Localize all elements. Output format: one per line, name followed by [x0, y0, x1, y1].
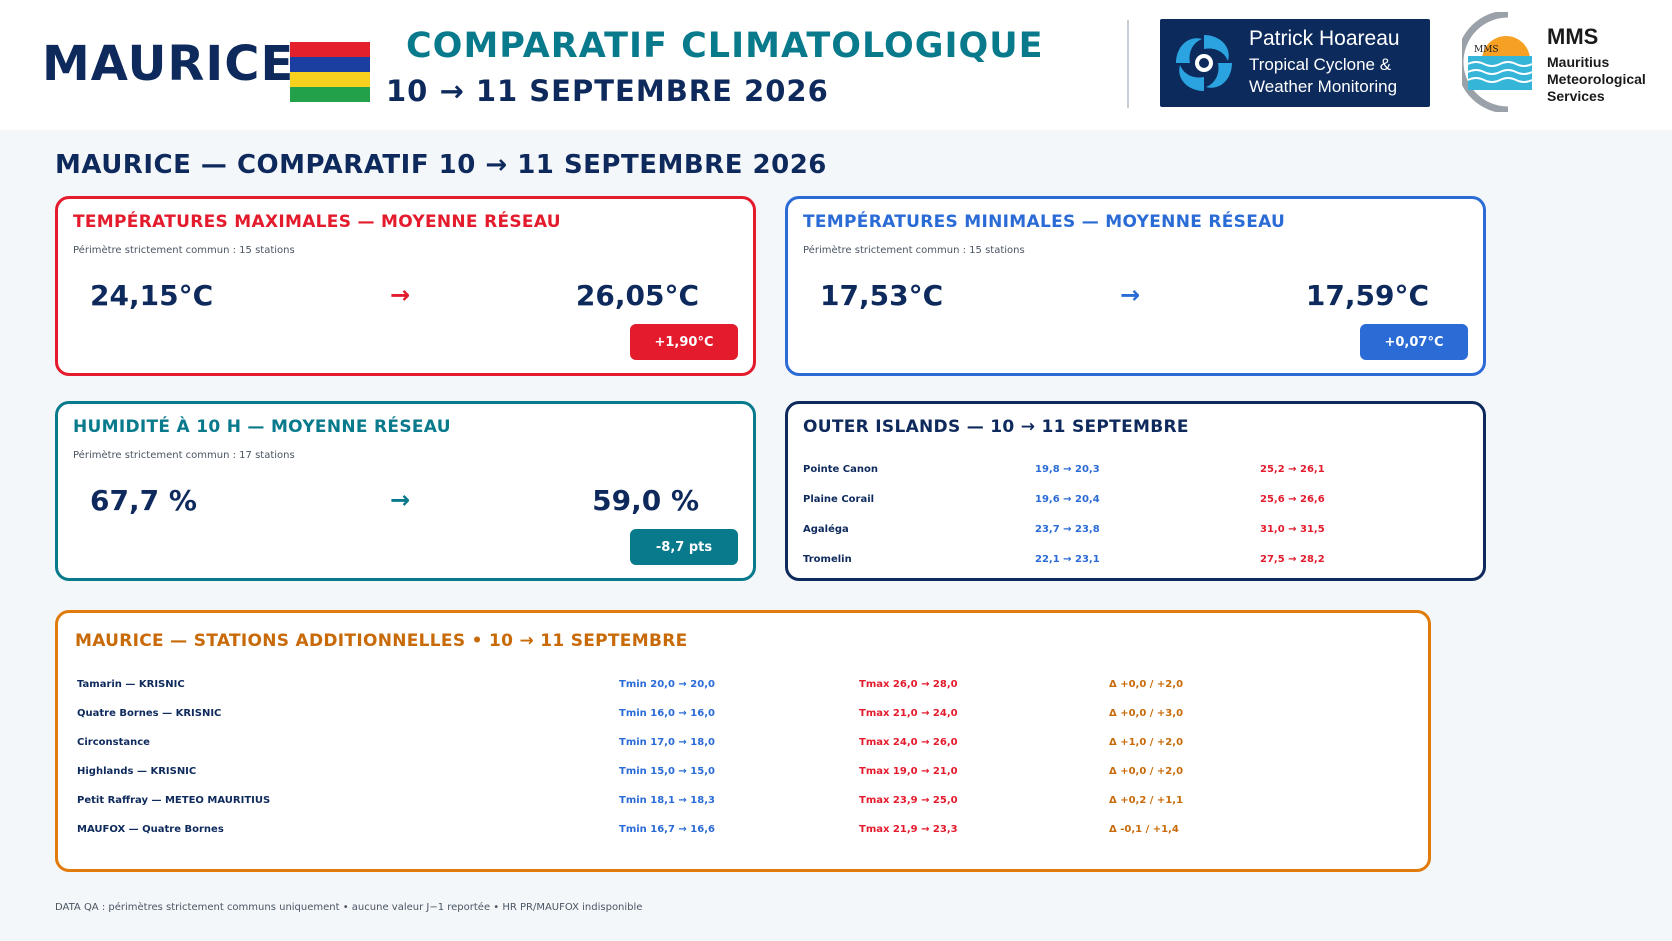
station-tmin: Tmin 16,7 → 16,6: [619, 824, 715, 835]
flag-stripe-yellow: [290, 72, 370, 87]
station-name: Circonstance: [77, 737, 150, 748]
tmin-card-title: TEMPÉRATURES MINIMALES — MOYENNE RÉSEAU: [803, 212, 1286, 232]
station-tmax: Tmax 21,0 → 24,0: [859, 708, 958, 719]
island-tmin: 22,1 → 23,1: [1035, 554, 1100, 565]
station-delta: Δ +0,0 / +2,0: [1109, 766, 1184, 777]
station-delta: Δ +0,0 / +2,0: [1109, 679, 1184, 690]
tmax-to-value: 26,05°C: [575, 279, 699, 312]
table-row: MAUFOX — Quatre Bornes Tmin 16,7 → 16,6 …: [77, 824, 1377, 844]
station-tmax: Tmax 24,0 → 26,0: [859, 737, 958, 748]
island-tmax: 27,5 → 28,2: [1260, 554, 1325, 565]
additional-stations-title: MAURICE — STATIONS ADDITIONNELLES • 10 →…: [75, 631, 688, 651]
flag-stripe-red: [290, 42, 370, 57]
tmin-card-subtitle: Périmètre strictement commun : 15 statio…: [803, 245, 1025, 256]
mms-badge-text: MMS: [1474, 45, 1499, 55]
station-delta: Δ +0,0 / +3,0: [1109, 708, 1184, 719]
station-name: Highlands — KRISNIC: [77, 766, 197, 777]
additional-stations-card: MAURICE — STATIONS ADDITIONNELLES • 10 →…: [55, 610, 1431, 872]
station-delta: Δ +0,2 / +1,1: [1109, 795, 1184, 806]
island-tmax: 25,6 → 26,6: [1260, 494, 1325, 505]
island-tmin: 19,6 → 20,4: [1035, 494, 1100, 505]
island-name: Tromelin: [803, 554, 852, 565]
table-row: Pointe Canon 19,8 → 20,3 25,2 → 26,1: [803, 464, 1483, 484]
table-row: Circonstance Tmin 17,0 → 18,0 Tmax 24,0 …: [77, 737, 1377, 757]
tmax-delta-badge: +1,90°C: [630, 324, 738, 360]
table-row: Petit Raffray — METEO MAURITIUS Tmin 18,…: [77, 795, 1377, 815]
page-header: MAURICE COMPARATIF CLIMATOLOGIQUE 10 → 1…: [0, 0, 1672, 130]
table-row: Agaléga 23,7 → 23,8 31,0 → 31,5: [803, 524, 1483, 544]
island-tmax: 31,0 → 31,5: [1260, 524, 1325, 535]
mms-line-2: Meteorological: [1547, 71, 1646, 87]
tmax-card-title: TEMPÉRATURES MAXIMALES — MOYENNE RÉSEAU: [73, 212, 561, 232]
island-tmin: 23,7 → 23,8: [1035, 524, 1100, 535]
tmax-from-value: 24,15°C: [90, 279, 214, 312]
table-row: Highlands — KRISNIC Tmin 15,0 → 15,0 Tma…: [77, 766, 1377, 786]
flag-stripe-green: [290, 87, 370, 102]
tmin-from-value: 17,53°C: [820, 279, 944, 312]
humidity-from-value: 67,7 %: [90, 484, 197, 517]
station-name: Quatre Bornes — KRISNIC: [77, 708, 222, 719]
mms-logo: MMS MMS Mauritius Meteorological Service…: [1462, 12, 1662, 112]
station-tmin: Tmin 16,0 → 16,0: [619, 708, 715, 719]
station-name: Petit Raffray — METEO MAURITIUS: [77, 795, 271, 806]
station-name: MAUFOX — Quatre Bornes: [77, 824, 224, 835]
data-qa-footer: DATA QA : périmètres strictement communs…: [55, 902, 643, 913]
header-date: 10 → 11 SEPTEMBRE 2026: [386, 74, 829, 108]
mauritius-flag-icon: [290, 42, 370, 102]
station-tmin: Tmin 17,0 → 18,0: [619, 737, 715, 748]
table-row: Quatre Bornes — KRISNIC Tmin 16,0 → 16,0…: [77, 708, 1377, 728]
humidity-card: HUMIDITÉ À 10 H — MOYENNE RÉSEAU Périmèt…: [55, 401, 756, 581]
station-delta: Δ +1,0 / +2,0: [1109, 737, 1184, 748]
mms-line-3: Services: [1547, 88, 1605, 104]
sun-sea-icon: MMS: [1462, 12, 1533, 112]
humidity-card-title: HUMIDITÉ À 10 H — MOYENNE RÉSEAU: [73, 417, 451, 437]
humidity-delta-badge: -8,7 pts: [630, 529, 738, 565]
mms-line-1: Mauritius: [1547, 54, 1610, 70]
tmin-to-value: 17,59°C: [1305, 279, 1429, 312]
header-divider: [1127, 20, 1129, 108]
partner-name: Patrick Hoareau: [1249, 27, 1400, 50]
station-tmax: Tmax 21,9 → 23,3: [859, 824, 958, 835]
table-row: Tamarin — KRISNIC Tmin 20,0 → 20,0 Tmax …: [77, 679, 1377, 699]
humidity-to-value: 59,0 %: [592, 484, 699, 517]
partner-subtitle-2: Weather Monitoring: [1249, 77, 1398, 96]
flag-stripe-blue: [290, 57, 370, 72]
tmax-card: TEMPÉRATURES MAXIMALES — MOYENNE RÉSEAU …: [55, 196, 756, 376]
header-title: COMPARATIF CLIMATOLOGIQUE: [406, 26, 1044, 66]
humidity-card-subtitle: Périmètre strictement commun : 17 statio…: [73, 450, 295, 461]
cyclone-icon: [1176, 35, 1232, 91]
island-name: Agaléga: [803, 524, 849, 535]
island-name: Pointe Canon: [803, 464, 878, 475]
island-tmax: 25,2 → 26,1: [1260, 464, 1325, 475]
station-delta: Δ -0,1 / +1,4: [1109, 824, 1179, 835]
country-title: MAURICE: [42, 36, 295, 92]
tmin-arrow-icon: →: [1120, 281, 1141, 309]
station-tmax: Tmax 23,9 → 25,0: [859, 795, 958, 806]
section-title: MAURICE — COMPARATIF 10 → 11 SEPTEMBRE 2…: [55, 150, 827, 180]
partner-logo: Patrick Hoareau Tropical Cyclone & Weath…: [1160, 19, 1430, 107]
station-name: Tamarin — KRISNIC: [77, 679, 185, 690]
tmax-arrow-icon: →: [390, 281, 411, 309]
station-tmin: Tmin 20,0 → 20,0: [619, 679, 715, 690]
tmin-card: TEMPÉRATURES MINIMALES — MOYENNE RÉSEAU …: [785, 196, 1486, 376]
tmin-delta-badge: +0,07°C: [1360, 324, 1468, 360]
table-row: Tromelin 22,1 → 23,1 27,5 → 28,2: [803, 554, 1483, 574]
outer-islands-card: OUTER ISLANDS — 10 → 11 SEPTEMBRE Pointe…: [785, 401, 1486, 581]
tmax-card-subtitle: Périmètre strictement commun : 15 statio…: [73, 245, 295, 256]
humidity-arrow-icon: →: [390, 486, 411, 514]
mms-abbreviation: MMS: [1547, 24, 1599, 49]
outer-islands-title: OUTER ISLANDS — 10 → 11 SEPTEMBRE: [803, 417, 1189, 437]
island-name: Plaine Corail: [803, 494, 875, 505]
station-tmax: Tmax 26,0 → 28,0: [859, 679, 958, 690]
island-tmin: 19,8 → 20,3: [1035, 464, 1100, 475]
station-tmax: Tmax 19,0 → 21,0: [859, 766, 958, 777]
station-tmin: Tmin 18,1 → 18,3: [619, 795, 715, 806]
station-tmin: Tmin 15,0 → 15,0: [619, 766, 715, 777]
table-row: Plaine Corail 19,6 → 20,4 25,6 → 26,6: [803, 494, 1483, 514]
partner-subtitle-1: Tropical Cyclone &: [1249, 55, 1392, 74]
